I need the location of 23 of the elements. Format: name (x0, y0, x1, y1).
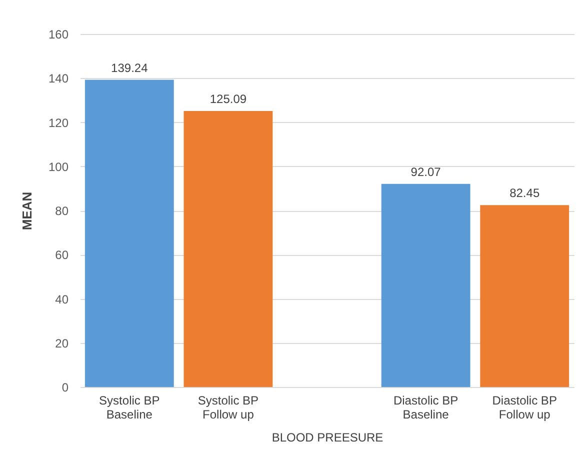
data-label: 139.24 (111, 60, 148, 75)
y-tick-label: 60 (55, 248, 69, 262)
y-tick-label: 40 (55, 292, 69, 306)
bar (480, 205, 570, 387)
y-tick-label: 140 (48, 72, 69, 86)
y-tick-label: 0 (62, 380, 69, 394)
bar (381, 184, 470, 387)
data-label: 82.45 (510, 186, 540, 200)
data-label: 92.07 (410, 164, 442, 179)
bar (184, 111, 273, 387)
x-tick-label: Diastolic BP Baseline (393, 394, 458, 422)
bar (84, 80, 174, 387)
y-axis-title: MEAN (19, 192, 34, 230)
x-tick-label: Diastolic BP Follow up (492, 394, 557, 422)
y-tick-label: 20 (55, 336, 69, 350)
x-axis-title: BLOOD PREESURE (272, 430, 384, 444)
y-tick-label: 80 (55, 204, 69, 218)
x-tick-label: Systolic BP Baseline (99, 394, 160, 422)
data-label: 125.09 (210, 92, 247, 106)
x-tick-label: Systolic BP Follow up (198, 394, 259, 422)
y-tick-label: 120 (48, 116, 69, 130)
y-tick-label: 160 (48, 28, 69, 42)
y-tick-label: 100 (48, 160, 69, 174)
